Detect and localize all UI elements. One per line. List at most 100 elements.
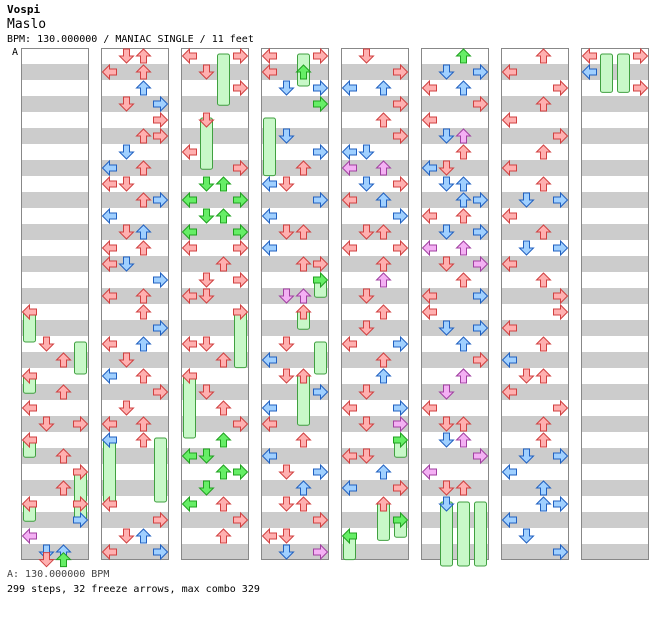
beat-stripe [341, 384, 409, 400]
up-arrow-icon [455, 48, 472, 64]
right-arrow-icon [393, 63, 409, 81]
down-arrow-icon [438, 256, 455, 272]
chart-column [21, 48, 89, 560]
beat-stripe [341, 320, 409, 336]
left-arrow-icon [261, 399, 277, 417]
left-arrow-icon [101, 255, 117, 273]
freeze-arrow [74, 341, 87, 375]
beat-stripe [421, 512, 489, 528]
down-arrow-icon [438, 496, 455, 512]
beat-stripe [21, 224, 89, 240]
freeze-arrow [314, 341, 327, 375]
beat-stripe [181, 128, 249, 144]
up-arrow-icon [135, 224, 152, 240]
up-arrow-icon [535, 416, 552, 432]
right-arrow-icon [313, 511, 329, 529]
right-arrow-icon [393, 95, 409, 113]
down-arrow-icon [278, 176, 295, 192]
left-arrow-icon [341, 399, 357, 417]
right-arrow-icon [473, 287, 489, 305]
down-arrow-icon [438, 480, 455, 496]
right-arrow-icon [393, 207, 409, 225]
beat-stripe [581, 416, 649, 432]
up-arrow-icon [215, 496, 232, 512]
up-arrow-icon [135, 336, 152, 352]
beat-stripe [261, 128, 329, 144]
up-arrow-icon [135, 64, 152, 80]
down-arrow-icon [358, 144, 375, 160]
beat-stripe [421, 160, 489, 176]
freeze-arrow [600, 53, 613, 93]
beat-stripe [421, 320, 489, 336]
up-arrow-icon [455, 240, 472, 256]
beat-stripe [421, 544, 489, 560]
right-arrow-icon [313, 79, 329, 97]
beat-stripe [581, 544, 649, 560]
down-arrow-icon [518, 192, 535, 208]
up-arrow-icon [375, 224, 392, 240]
left-arrow-icon [261, 207, 277, 225]
beat-stripe [421, 256, 489, 272]
down-arrow-icon [278, 496, 295, 512]
down-arrow-icon [278, 544, 295, 560]
down-arrow-icon [198, 480, 215, 496]
right-arrow-icon [393, 175, 409, 193]
up-arrow-icon [535, 176, 552, 192]
left-arrow-icon [21, 367, 37, 385]
down-arrow-icon [278, 128, 295, 144]
right-arrow-icon [313, 143, 329, 161]
right-arrow-icon [473, 255, 489, 273]
up-arrow-icon [375, 464, 392, 480]
right-arrow-icon [393, 335, 409, 353]
beat-stripe [181, 224, 249, 240]
up-arrow-icon [135, 240, 152, 256]
up-arrow-icon [455, 176, 472, 192]
left-arrow-icon [581, 47, 597, 65]
left-arrow-icon [181, 287, 197, 305]
right-arrow-icon [153, 383, 169, 401]
down-arrow-icon [438, 160, 455, 176]
beat-stripe [261, 352, 329, 368]
up-arrow-icon [535, 432, 552, 448]
beat-stripe [21, 448, 89, 464]
beat-stripe [21, 480, 89, 496]
down-arrow-icon [438, 128, 455, 144]
up-arrow-icon [295, 368, 312, 384]
down-arrow-icon [518, 528, 535, 544]
left-arrow-icon [101, 159, 117, 177]
beat-stripe [101, 512, 169, 528]
down-arrow-icon [38, 552, 55, 568]
up-arrow-icon [455, 416, 472, 432]
right-arrow-icon [233, 415, 249, 433]
right-arrow-icon [233, 511, 249, 529]
chart-column [421, 48, 489, 560]
left-arrow-icon [341, 447, 357, 465]
down-arrow-icon [358, 416, 375, 432]
up-arrow-icon [55, 448, 72, 464]
left-arrow-icon [421, 111, 437, 129]
right-arrow-icon [233, 303, 249, 321]
beat-stripe [421, 480, 489, 496]
left-arrow-icon [261, 63, 277, 81]
down-arrow-icon [118, 144, 135, 160]
down-arrow-icon [358, 224, 375, 240]
left-arrow-icon [341, 527, 357, 545]
beat-stripe [341, 160, 409, 176]
beat-stripe [101, 192, 169, 208]
down-arrow-icon [118, 176, 135, 192]
left-arrow-icon [181, 447, 197, 465]
chart-column [501, 48, 569, 560]
left-arrow-icon [421, 79, 437, 97]
down-arrow-icon [278, 528, 295, 544]
left-arrow-icon [421, 303, 437, 321]
right-arrow-icon [393, 511, 409, 529]
beat-stripe [421, 224, 489, 240]
left-arrow-icon [101, 415, 117, 433]
beat-stripe [21, 128, 89, 144]
down-arrow-icon [198, 208, 215, 224]
beat-stripe [421, 288, 489, 304]
bpm-marker: A [12, 47, 19, 58]
beat-stripe [101, 224, 169, 240]
left-arrow-icon [181, 47, 197, 65]
left-arrow-icon [501, 463, 517, 481]
